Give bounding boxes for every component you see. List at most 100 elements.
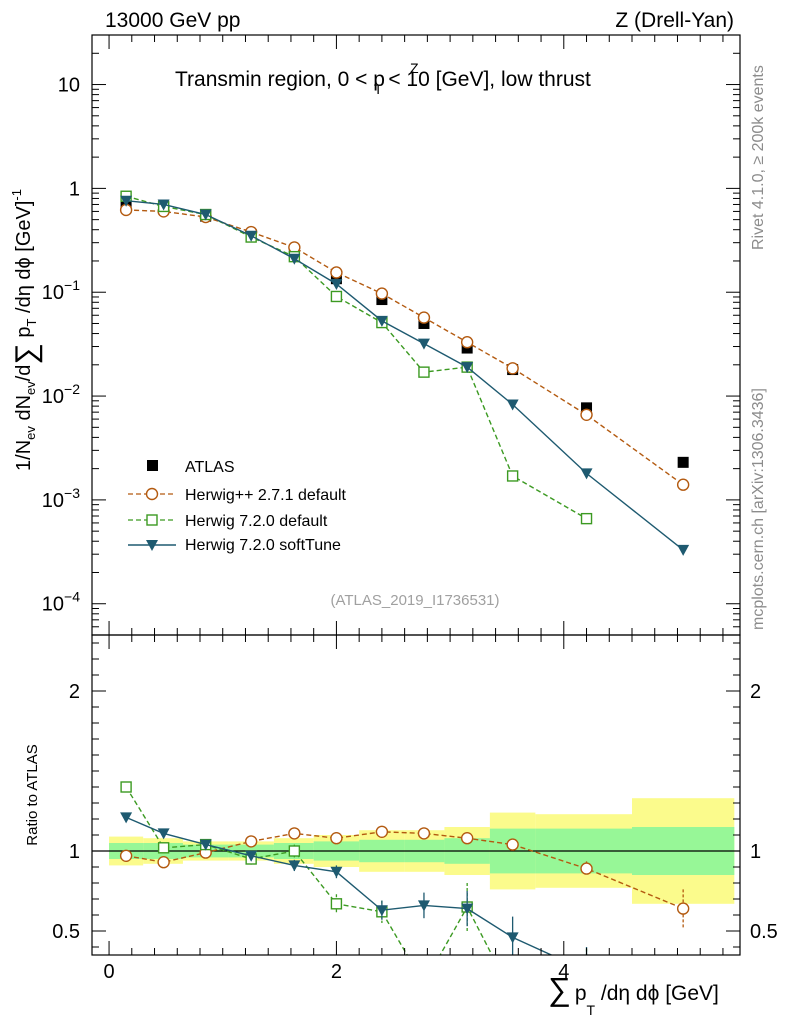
y-tick-label-exp: −3 bbox=[64, 485, 80, 501]
y-axis-label-ratio: Ratio to ATLAS bbox=[24, 744, 41, 845]
ylabel-sub-3: T bbox=[24, 318, 39, 326]
y-tick-label-base: 10 bbox=[42, 490, 64, 512]
y-tick-label-exp: −1 bbox=[64, 277, 80, 293]
ratio-point-herwig720-5 bbox=[330, 898, 343, 910]
y-tick-label-base: 10 bbox=[42, 282, 64, 304]
header-left: 13000 GeV pp bbox=[105, 9, 240, 32]
main-point-softtune-0 bbox=[120, 195, 133, 207]
y-tick-label-ratio-left: 0.5 bbox=[52, 921, 80, 943]
main-point-softtune-1 bbox=[157, 199, 170, 211]
ratio-point-softtune-9 bbox=[506, 932, 519, 944]
plot-title-sub: T bbox=[374, 81, 383, 97]
ratio-point-herwigpp-10 bbox=[580, 862, 593, 875]
legend-marker-herwigpp bbox=[145, 487, 159, 501]
main-point-herwig720-5 bbox=[330, 290, 343, 303]
ratio-point-herwigpp-0 bbox=[119, 849, 133, 862]
y-tick-label-main: 1 bbox=[69, 178, 80, 200]
main-point-softtune-3 bbox=[245, 230, 258, 242]
ylabel-part-a: 1/N bbox=[13, 440, 35, 471]
ratio-point-softtune-1 bbox=[157, 828, 170, 840]
xlabel-tail: /dη dϕ [GeV] bbox=[595, 982, 719, 1005]
plot-title-tail: < 10 [GeV], low thrust bbox=[382, 68, 591, 91]
legend-label-herwig720: Herwig 7.2.0 default bbox=[185, 513, 328, 530]
ratio-line-softtune bbox=[125, 816, 554, 955]
ratio-point-softtune-0 bbox=[120, 812, 133, 824]
main-point-atlas-11 bbox=[677, 456, 689, 468]
legend-marker-softtune bbox=[146, 540, 158, 551]
ratio-point-herwigpp-11 bbox=[676, 902, 690, 915]
main-point-herwigpp-10 bbox=[580, 408, 593, 422]
ratio-point-softtune-3 bbox=[245, 850, 258, 862]
ylabel-part-d: p bbox=[13, 326, 35, 343]
y-tick-label-exp: −2 bbox=[64, 381, 80, 397]
ratio-point-herwigpp-1 bbox=[157, 856, 170, 869]
x-axis-label: ∑ pT /dη dϕ [GeV] bbox=[548, 971, 719, 1018]
main-point-herwigpp-7 bbox=[417, 311, 431, 324]
axis-ticks bbox=[92, 34, 740, 955]
main-point-atlas-10 bbox=[581, 402, 593, 414]
main-point-softtune-7 bbox=[417, 338, 430, 350]
ratio-point-herwig720-1 bbox=[157, 842, 170, 854]
main-point-herwig720-7 bbox=[418, 366, 430, 378]
ratio-point-softtune-6 bbox=[375, 905, 388, 917]
main-point-herwigpp-5 bbox=[330, 266, 343, 279]
ratio-point-softtune-4 bbox=[288, 860, 301, 872]
main-line-herwigpp bbox=[126, 209, 684, 486]
plot-title-main: Transmin region, 0 < p bbox=[175, 68, 385, 91]
xlabel-p: p bbox=[575, 982, 587, 1005]
ratio-point-softtune-2 bbox=[199, 839, 212, 851]
ylabel-sup: -1 bbox=[9, 189, 24, 201]
main-point-softtune-9 bbox=[506, 399, 519, 411]
ylabel-sum: ∑ bbox=[10, 343, 43, 364]
ylabel-sub-2: ev bbox=[23, 381, 38, 395]
ratio-point-herwig720-9 bbox=[508, 990, 518, 1000]
ylabel-part-e: /dη dϕ [GeV] bbox=[13, 201, 35, 319]
y-tick-label-main: 10−1 bbox=[42, 277, 80, 304]
main-point-softtune-4 bbox=[288, 253, 301, 265]
y-tick-label-base: 10 bbox=[42, 386, 64, 408]
y-tick-label-main: 10−2 bbox=[42, 381, 80, 408]
main-point-softtune-5 bbox=[330, 279, 343, 291]
y-tick-label-main: 10−4 bbox=[42, 589, 80, 616]
plot-title: Transmin region, 0 < pT < 10 [GeV], low … bbox=[175, 68, 591, 97]
ratio-point-herwig720-7 bbox=[419, 979, 429, 989]
ratio-point-herwigpp-6 bbox=[375, 825, 389, 838]
legend: ATLAS Herwig++ 2.7.1 default Herwig 7.2.… bbox=[128, 459, 347, 554]
legend-label-herwigpp: Herwig++ 2.7.1 default bbox=[185, 487, 347, 504]
ratio-point-herwig720-4 bbox=[288, 845, 301, 857]
ratio-panel-series bbox=[119, 781, 690, 1000]
ratio-point-herwigpp-5 bbox=[330, 832, 343, 845]
xlabel-sub: T bbox=[587, 1002, 596, 1018]
y-tick-label-base: 10 bbox=[42, 594, 64, 616]
ratio-point-herwigpp-8 bbox=[460, 832, 474, 845]
y-tick-label-exp: −4 bbox=[64, 589, 80, 605]
ratio-point-herwig720-0 bbox=[120, 781, 132, 793]
main-point-softtune-8 bbox=[461, 362, 474, 374]
mcplots-label: mcplots.cern.ch [arXiv:1306.3436] bbox=[750, 388, 767, 630]
main-point-herwigpp-6 bbox=[375, 287, 389, 300]
x-tick-label: 4 bbox=[558, 961, 569, 983]
ylabel-sub-1: ev bbox=[23, 426, 38, 440]
ratio-point-softtune-8 bbox=[461, 903, 474, 915]
rivet-label: Rivet 4.1.0, ≥ 200k events bbox=[750, 65, 767, 250]
ratio-point-herwigpp-9 bbox=[506, 838, 519, 851]
ratio-point-herwigpp-4 bbox=[288, 827, 301, 840]
legend-label-atlas: ATLAS bbox=[185, 459, 235, 476]
legend-label-softtune: Herwig 7.2.0 softTune bbox=[185, 537, 341, 554]
ratio-point-herwigpp-7 bbox=[417, 827, 431, 840]
legend-marker-atlas bbox=[147, 460, 158, 471]
ylabel-part-c: /d bbox=[13, 365, 35, 382]
main-point-softtune-6 bbox=[375, 315, 388, 327]
y-tick-label-ratio-left: 2 bbox=[69, 681, 80, 703]
main-point-herwig720-9 bbox=[506, 470, 519, 482]
main-line-softtune bbox=[126, 200, 684, 551]
y-tick-label-main: 10−3 bbox=[42, 485, 80, 512]
main-point-atlas-5 bbox=[330, 273, 342, 285]
x-tick-label: 2 bbox=[331, 961, 342, 983]
y-axis-label-main: 1/Nev dNev/d∑ pT /dη dϕ [GeV]-1 bbox=[9, 189, 43, 471]
main-point-softtune-10 bbox=[580, 468, 593, 480]
main-point-herwigpp-9 bbox=[506, 362, 519, 375]
main-point-softtune-2 bbox=[199, 209, 212, 221]
reference-label: (ATLAS_2019_I1736531) bbox=[330, 592, 499, 609]
